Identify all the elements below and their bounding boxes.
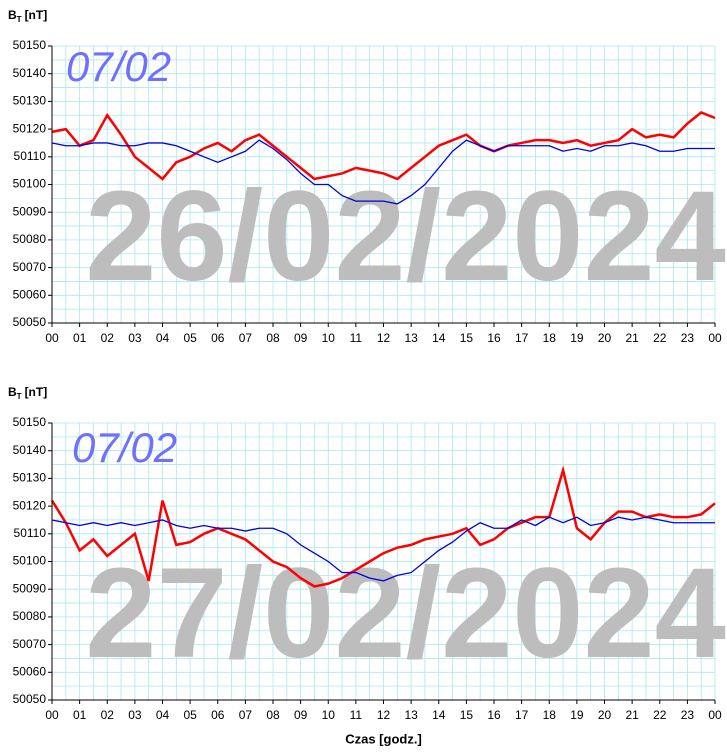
x-tick-label: 23 xyxy=(681,331,695,345)
y-label-main: B xyxy=(8,385,17,399)
x-tick-label: 09 xyxy=(294,708,308,722)
y-tick-label: 50120 xyxy=(13,498,47,512)
data-line xyxy=(51,111,716,181)
x-tick-label: 17 xyxy=(515,708,529,722)
y-tick-label: 50120 xyxy=(13,121,47,135)
y-tick-label: 50060 xyxy=(13,287,47,301)
watermark: 27/02/2024 xyxy=(85,542,726,685)
y-tick-label: 50050 xyxy=(13,315,47,329)
y-tick-label: 50070 xyxy=(13,637,47,651)
x-tick-label: 16 xyxy=(487,708,501,722)
x-tick-label: 12 xyxy=(377,331,391,345)
x-tick-label: 14 xyxy=(432,708,446,722)
x-tick-label: 07 xyxy=(239,331,253,345)
chart-panel: 50050 50060 50070 50080 50090 50100 50110 50120… xyxy=(8,385,726,746)
x-tick-label: 00 xyxy=(45,331,59,345)
y-tick-label: 50130 xyxy=(13,471,47,485)
x-tick-label: 05 xyxy=(183,708,197,722)
x-tick-label: 00 xyxy=(45,708,59,722)
y-tick-label: 50080 xyxy=(13,232,47,246)
y-tick-label: 50090 xyxy=(13,581,47,595)
x-tick-label: 18 xyxy=(543,708,557,722)
x-tick-label: 14 xyxy=(432,331,446,345)
x-tick-label: 03 xyxy=(128,708,142,722)
y-tick-label: 50100 xyxy=(13,554,47,568)
x-tick-label: 08 xyxy=(266,331,280,345)
x-tick-label: 12 xyxy=(377,708,391,722)
y-tick-label: 50090 xyxy=(13,204,47,218)
x-axis-label: Czas [godz.] xyxy=(345,731,422,746)
y-label-main: B xyxy=(8,8,17,22)
x-tick-label: 19 xyxy=(570,708,584,722)
y-label-unit: [nT] xyxy=(25,385,48,399)
x-tick-label: 09 xyxy=(294,331,308,345)
x-tick-label: 05 xyxy=(183,331,197,345)
x-tick-label: 21 xyxy=(625,708,639,722)
x-tick-label: 01 xyxy=(73,331,87,345)
y-label-sub: T xyxy=(17,15,22,24)
y-tick-label: 50100 xyxy=(13,177,47,191)
y-tick-label: 50110 xyxy=(14,149,47,163)
y-tick-label: 50140 xyxy=(13,66,47,80)
x-tick-label: 10 xyxy=(322,331,336,345)
x-tick-label: 02 xyxy=(101,708,115,722)
y-tick-label: 50150 xyxy=(13,415,47,429)
x-tick-label: 18 xyxy=(543,331,557,345)
x-tick-label: 13 xyxy=(404,331,418,345)
y-tick-label: 50060 xyxy=(13,664,47,678)
x-tick-label: 19 xyxy=(570,331,584,345)
watermark: 26/02/2024 xyxy=(85,165,726,308)
y-tick-label: 50140 xyxy=(13,443,47,457)
x-tick-label: 16 xyxy=(487,331,501,345)
y-tick-label: 50130 xyxy=(13,94,47,108)
y-label-unit: [nT] xyxy=(25,8,48,22)
x-tick-label: 11 xyxy=(350,331,363,345)
x-tick-label: 06 xyxy=(211,331,225,345)
data-line xyxy=(51,516,715,582)
y-label-sub: T xyxy=(17,392,22,401)
y-tick-label: 50050 xyxy=(13,692,47,706)
annotation: 07/02 xyxy=(66,43,171,90)
x-tick-label: 00 xyxy=(708,331,722,345)
x-tick-label: 08 xyxy=(266,708,280,722)
y-tick-label: 50110 xyxy=(14,526,47,540)
x-tick-label: 04 xyxy=(156,331,170,345)
x-tick-label: 20 xyxy=(598,331,612,345)
x-tick-label: 00 xyxy=(708,708,722,722)
x-tick-label: 21 xyxy=(625,331,639,345)
x-tick-label: 10 xyxy=(322,708,336,722)
x-tick-label: 13 xyxy=(404,708,418,722)
y-tick-label: 50070 xyxy=(13,260,47,274)
x-tick-label: 01 xyxy=(73,708,87,722)
chart-panel: 50050 50060 50070 50080 50090 50100 50110 50120… xyxy=(8,8,726,345)
annotation: 07/02 xyxy=(72,424,177,471)
y-tick-label: 50080 xyxy=(13,609,47,623)
y-axis-label: BT [nT] xyxy=(8,8,47,24)
x-tick-label: 04 xyxy=(156,708,170,722)
x-tick-label: 15 xyxy=(460,708,474,722)
x-tick-label: 22 xyxy=(653,708,667,722)
x-tick-label: 17 xyxy=(515,331,529,345)
x-tick-label: 11 xyxy=(350,708,363,722)
y-tick-label: 50150 xyxy=(13,38,47,52)
y-axis-label: BT [nT] xyxy=(8,385,47,401)
x-tick-label: 23 xyxy=(681,708,695,722)
x-tick-label: 07 xyxy=(239,708,253,722)
x-tick-label: 03 xyxy=(128,331,142,345)
x-tick-label: 15 xyxy=(460,331,474,345)
x-tick-label: 22 xyxy=(653,331,667,345)
x-tick-label: 02 xyxy=(101,331,115,345)
data-line xyxy=(51,139,715,205)
x-tick-label: 20 xyxy=(598,708,612,722)
x-tick-label: 06 xyxy=(211,708,225,722)
